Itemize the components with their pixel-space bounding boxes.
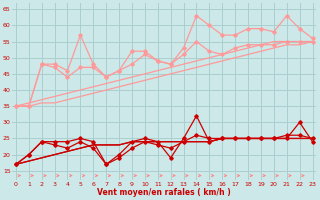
X-axis label: Vent moyen/en rafales ( km/h ): Vent moyen/en rafales ( km/h )	[97, 188, 231, 197]
